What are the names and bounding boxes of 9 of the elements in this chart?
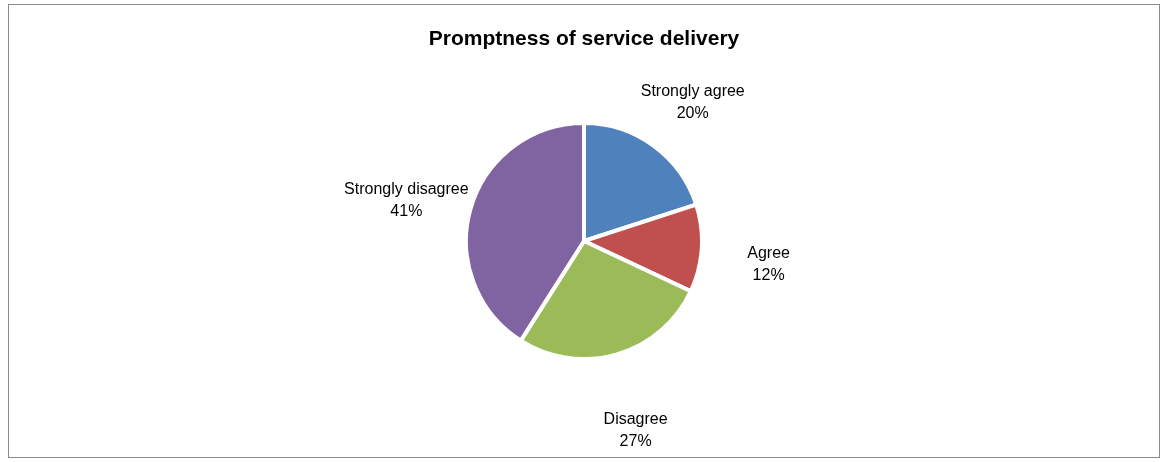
chart-title: Promptness of service delivery	[428, 26, 740, 49]
slice-label: Agree	[747, 243, 791, 261]
slice-label: Strongly disagree	[344, 180, 469, 198]
slice-label: Disagree	[603, 409, 668, 427]
slice-label: Strongly agree	[640, 82, 745, 100]
data-label: 12%	[752, 265, 785, 283]
data-label: 27%	[619, 431, 652, 449]
data-label: 41%	[390, 202, 423, 220]
data-label: 20%	[676, 104, 709, 122]
